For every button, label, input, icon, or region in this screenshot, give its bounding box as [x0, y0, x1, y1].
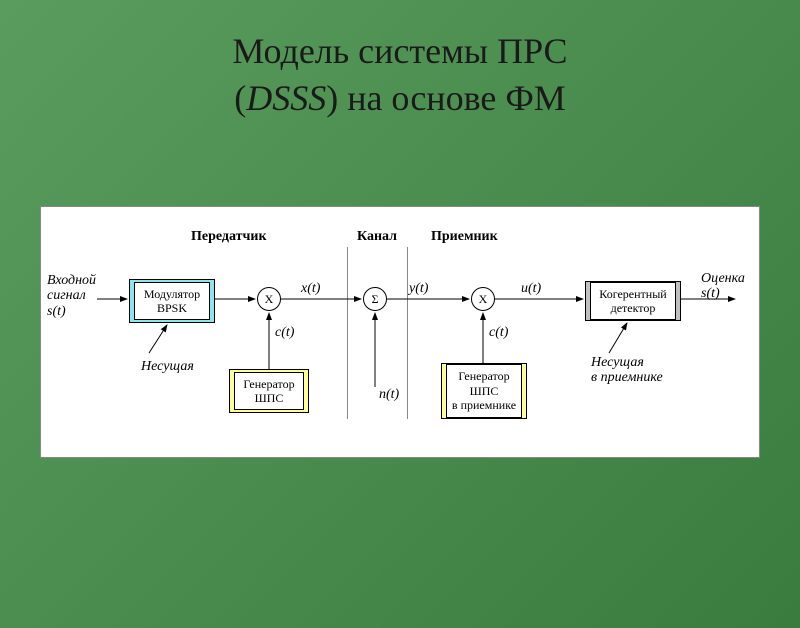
carrier-rx-label: Несущая в приемнике: [591, 355, 663, 386]
separator-2: [407, 247, 408, 419]
title-line2-rest: ) на основе ФМ: [326, 78, 566, 118]
block-detector-inner: Когерентный детектор: [590, 282, 676, 321]
title-line1: Модель системы ПРС: [232, 31, 567, 71]
block-gen2-inner: Генератор ШПС в приемнике: [446, 364, 522, 417]
output-label: Оценка s(t): [701, 271, 745, 302]
block-modulator-inner: Модулятор BPSK: [134, 282, 210, 321]
block-gen1: Генератор ШПС: [229, 369, 309, 413]
sig-xt: x(t): [301, 281, 320, 297]
sig-yt: y(t): [409, 281, 428, 297]
block-gen2: Генератор ШПС в приемнике: [441, 363, 527, 419]
diagram-container: Передатчик Канал Приемник Входной сигнал…: [40, 206, 760, 458]
block-gen1-inner: Генератор ШПС: [234, 372, 304, 411]
section-channel: Канал: [357, 229, 397, 245]
input-label: Входной сигнал s(t): [47, 273, 96, 319]
sig-ut: u(t): [521, 281, 541, 297]
mult2-circle: X: [471, 287, 495, 311]
diagram: Передатчик Канал Приемник Входной сигнал…: [41, 207, 759, 457]
section-tx: Передатчик: [191, 229, 267, 245]
sig-ct2: c(t): [489, 325, 508, 341]
slide-title: Модель системы ПРС (DSSS) на основе ФМ: [0, 28, 800, 122]
sum-circle: Σ: [363, 287, 387, 311]
block-detector: Когерентный детектор: [585, 281, 681, 321]
section-rx: Приемник: [431, 229, 498, 245]
carrier-label: Несущая: [141, 359, 194, 374]
title-paren-open: (: [234, 78, 246, 118]
mult1-circle: X: [257, 287, 281, 311]
block-modulator: Модулятор BPSK: [129, 279, 215, 323]
sig-nt: n(t): [379, 387, 399, 403]
arrows-svg: [41, 207, 759, 457]
sig-ct: c(t): [275, 325, 294, 341]
separator-1: [347, 247, 348, 419]
title-dsss: DSSS: [246, 78, 326, 118]
